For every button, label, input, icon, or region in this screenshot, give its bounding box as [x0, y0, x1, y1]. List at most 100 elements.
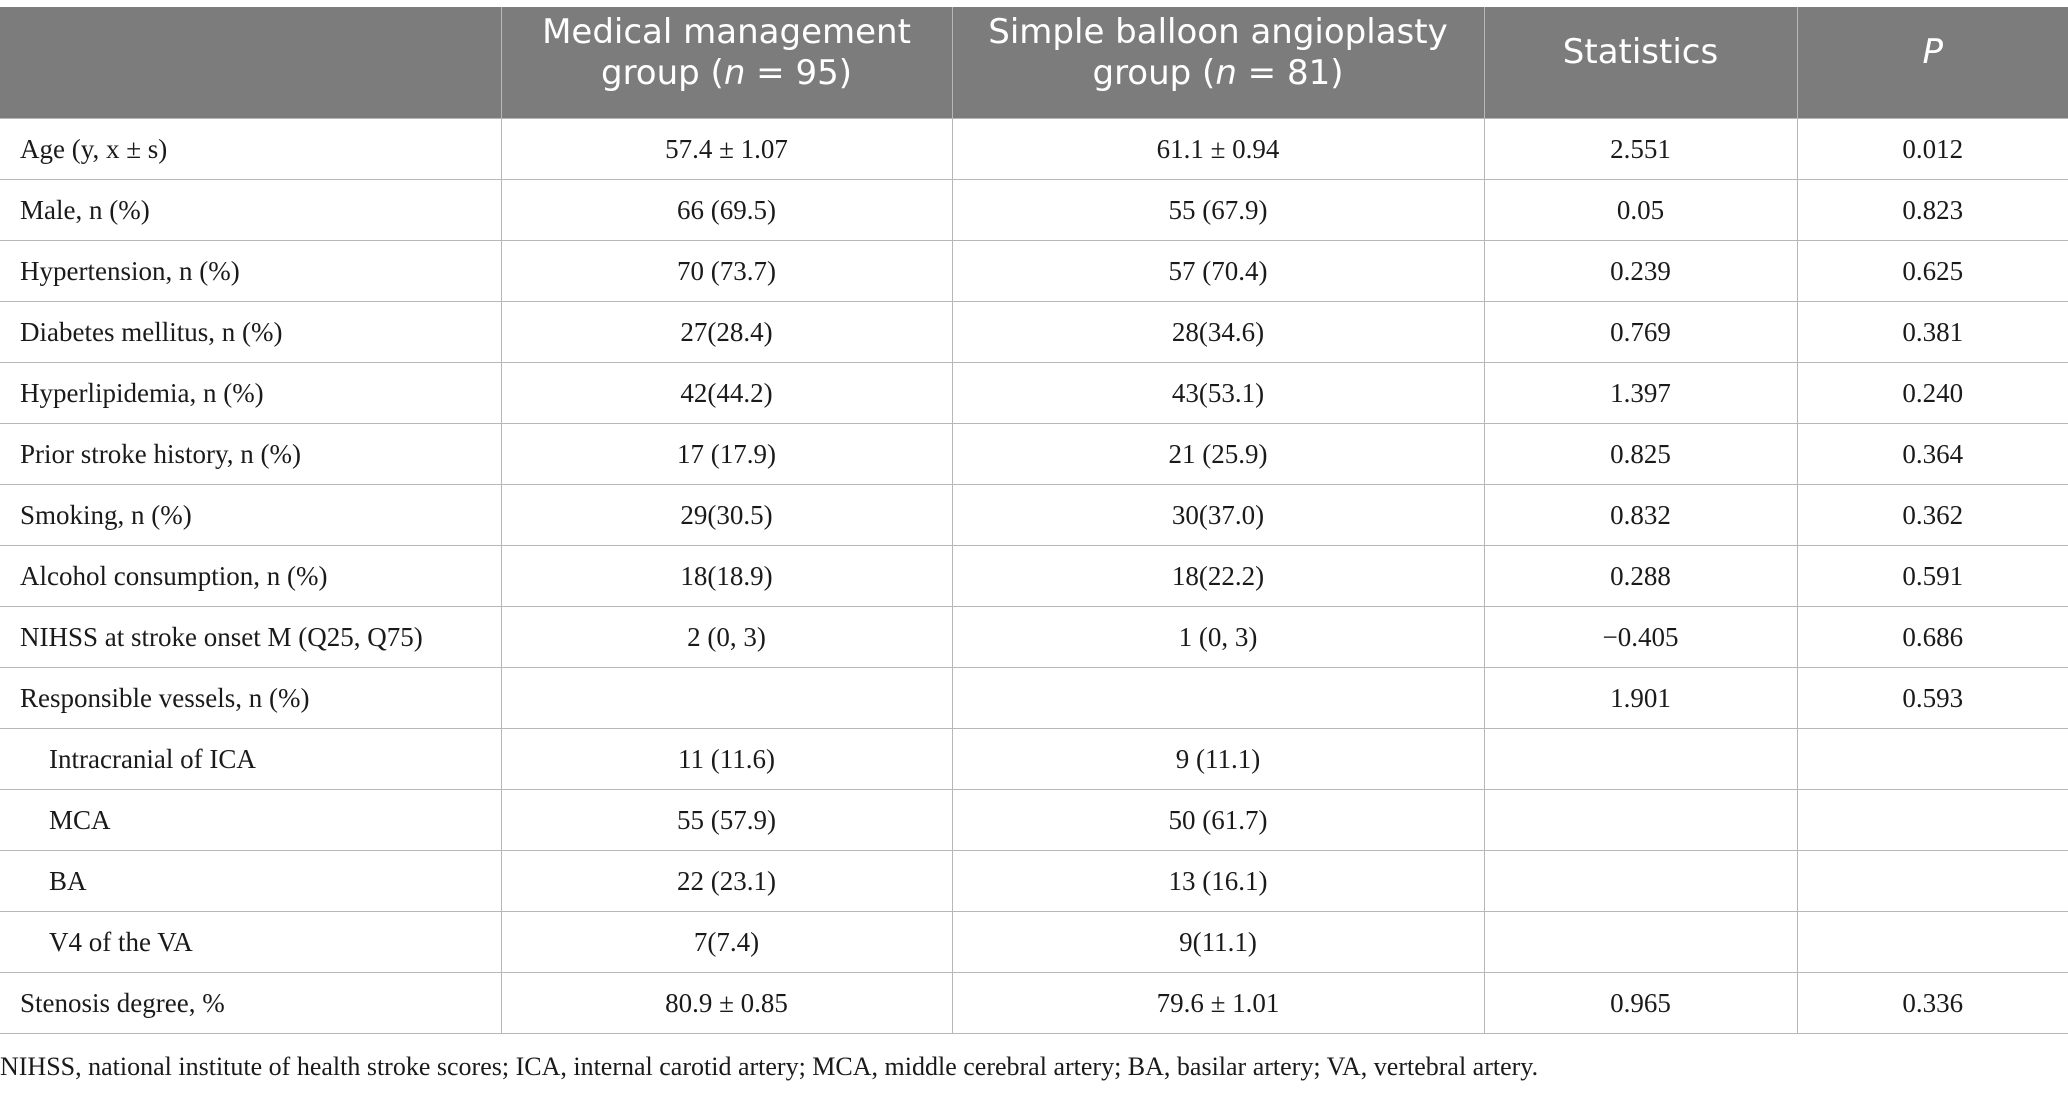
p-value: 0.593 — [1796, 667, 2068, 729]
row-label: Prior stroke history, n (%) — [0, 423, 502, 485]
medical-management-value: 42(44.2) — [500, 362, 953, 424]
balloon-angioplasty-value: 61.1 ± 0.94 — [951, 118, 1485, 180]
medical-management-value: 18(18.9) — [500, 545, 953, 607]
balloon-angioplasty-value: 1 (0, 3) — [951, 606, 1485, 668]
table-row: Male, n (%) 66 (69.5) 55 (67.9) 0.05 0.823 — [0, 179, 2068, 241]
header-medical-management: Medical management group (n = 95) — [500, 7, 953, 119]
statistics-value: 0.965 — [1483, 972, 1798, 1034]
statistics-value — [1483, 728, 1798, 790]
balloon-angioplasty-value: 9 (11.1) — [951, 728, 1485, 790]
statistics-value: 0.769 — [1483, 301, 1798, 363]
row-label: Responsible vessels, n (%) — [0, 667, 502, 729]
table-row: BA 22 (23.1) 13 (16.1) — [0, 850, 2068, 912]
statistics-value: 2.551 — [1483, 118, 1798, 180]
table-row: V4 of the VA 7(7.4) 9(11.1) — [0, 911, 2068, 973]
table-row: Smoking, n (%) 29(30.5) 30(37.0) 0.832 0.362 — [0, 484, 2068, 546]
table-row: Hyperlipidemia, n (%) 42(44.2) 43(53.1) 1.3… — [0, 362, 2068, 424]
statistics-value: 0.239 — [1483, 240, 1798, 302]
p-value — [1796, 728, 2068, 790]
p-value: 0.591 — [1796, 545, 2068, 607]
p-value: 0.012 — [1796, 118, 2068, 180]
p-value: 0.364 — [1796, 423, 2068, 485]
table-row: MCA 55 (57.9) 50 (61.7) — [0, 789, 2068, 851]
header-p: P — [1796, 7, 2068, 119]
medical-management-value: 27(28.4) — [500, 301, 953, 363]
medical-management-value: 57.4 ± 1.07 — [500, 118, 953, 180]
table-footnote: NIHSS, national institute of health stro… — [0, 1052, 1539, 1081]
table-row: Prior stroke history, n (%) 17 (17.9) 21 (… — [0, 423, 2068, 485]
p-value: 0.823 — [1796, 179, 2068, 241]
header-balloon-angioplasty: Simple balloon angioplasty group (n = 81… — [951, 7, 1485, 119]
row-label: MCA — [0, 789, 502, 851]
medical-management-value: 29(30.5) — [500, 484, 953, 546]
p-value — [1796, 789, 2068, 851]
table-row: Diabetes mellitus, n (%) 27(28.4) 28(34.6)… — [0, 301, 2068, 363]
table-row: Hypertension, n (%) 70 (73.7) 57 (70.4) 0.2… — [0, 240, 2068, 302]
row-label: Hypertension, n (%) — [0, 240, 502, 302]
balloon-angioplasty-value: 30(37.0) — [951, 484, 1485, 546]
table-row: NIHSS at stroke onset M (Q25, Q75) 2 (0, … — [0, 606, 2068, 668]
balloon-angioplasty-value: 9(11.1) — [951, 911, 1485, 973]
row-label: Smoking, n (%) — [0, 484, 502, 546]
table-row: Responsible vessels, n (%) 1.901 0.593 — [0, 667, 2068, 729]
row-label: NIHSS at stroke onset M (Q25, Q75) — [0, 606, 502, 668]
medical-management-value: 66 (69.5) — [500, 179, 953, 241]
p-value — [1796, 850, 2068, 912]
medical-management-value — [500, 667, 953, 729]
statistics-value — [1483, 850, 1798, 912]
balloon-angioplasty-value: 50 (61.7) — [951, 789, 1485, 851]
medical-management-value: 70 (73.7) — [500, 240, 953, 302]
header-blank — [0, 7, 502, 119]
balloon-angioplasty-value: 21 (25.9) — [951, 423, 1485, 485]
row-label: V4 of the VA — [0, 911, 502, 973]
table-row: Intracranial of ICA 11 (11.6) 9 (11.1) — [0, 728, 2068, 790]
statistics-value: −0.405 — [1483, 606, 1798, 668]
p-value: 0.686 — [1796, 606, 2068, 668]
row-label: Stenosis degree, % — [0, 972, 502, 1034]
balloon-angioplasty-value: 55 (67.9) — [951, 179, 1485, 241]
statistics-value: 0.288 — [1483, 545, 1798, 607]
table-row: Stenosis degree, % 80.9 ± 0.85 79.6 ± 1.01… — [0, 972, 2068, 1034]
row-label: Age (y, x ± s) — [0, 118, 502, 180]
header-statistics: Statistics — [1483, 7, 1798, 119]
table-row: Age (y, x ± s) 57.4 ± 1.07 61.1 ± 0.94 2.55… — [0, 118, 2068, 180]
table-body: Age (y, x ± s) 57.4 ± 1.07 61.1 ± 0.94 2.55… — [0, 118, 2068, 1034]
p-value: 0.625 — [1796, 240, 2068, 302]
statistics-value: 1.397 — [1483, 362, 1798, 424]
row-label: Alcohol consumption, n (%) — [0, 545, 502, 607]
balloon-angioplasty-value: 43(53.1) — [951, 362, 1485, 424]
medical-management-value: 80.9 ± 0.85 — [500, 972, 953, 1034]
statistics-value — [1483, 789, 1798, 851]
p-value: 0.362 — [1796, 484, 2068, 546]
medical-management-value: 11 (11.6) — [500, 728, 953, 790]
statistics-value: 0.05 — [1483, 179, 1798, 241]
statistics-value: 0.832 — [1483, 484, 1798, 546]
row-label: Male, n (%) — [0, 179, 502, 241]
medical-management-value: 17 (17.9) — [500, 423, 953, 485]
row-label: BA — [0, 850, 502, 912]
statistics-value: 1.901 — [1483, 667, 1798, 729]
p-value: 0.240 — [1796, 362, 2068, 424]
balloon-angioplasty-value: 13 (16.1) — [951, 850, 1485, 912]
header-row: Medical management group (n = 95) Simple… — [0, 7, 2068, 119]
balloon-angioplasty-value: 18(22.2) — [951, 545, 1485, 607]
balloon-angioplasty-value: 57 (70.4) — [951, 240, 1485, 302]
p-value: 0.381 — [1796, 301, 2068, 363]
p-value: 0.336 — [1796, 972, 2068, 1034]
medical-management-value: 2 (0, 3) — [500, 606, 953, 668]
statistics-value — [1483, 911, 1798, 973]
statistics-value: 0.825 — [1483, 423, 1798, 485]
row-label: Hyperlipidemia, n (%) — [0, 362, 502, 424]
balloon-angioplasty-value — [951, 667, 1485, 729]
medical-management-value: 7(7.4) — [500, 911, 953, 973]
row-label: Intracranial of ICA — [0, 728, 502, 790]
p-value — [1796, 911, 2068, 973]
table-row: Alcohol consumption, n (%) 18(18.9) 18(22.… — [0, 545, 2068, 607]
table-container: Medical management group (n = 95) Simple… — [0, 7, 2068, 1034]
row-label: Diabetes mellitus, n (%) — [0, 301, 502, 363]
medical-management-value: 55 (57.9) — [500, 789, 953, 851]
balloon-angioplasty-value: 79.6 ± 1.01 — [951, 972, 1485, 1034]
balloon-angioplasty-value: 28(34.6) — [951, 301, 1485, 363]
medical-management-value: 22 (23.1) — [500, 850, 953, 912]
baseline-characteristics-table: Medical management group (n = 95) Simple… — [0, 7, 2068, 1034]
